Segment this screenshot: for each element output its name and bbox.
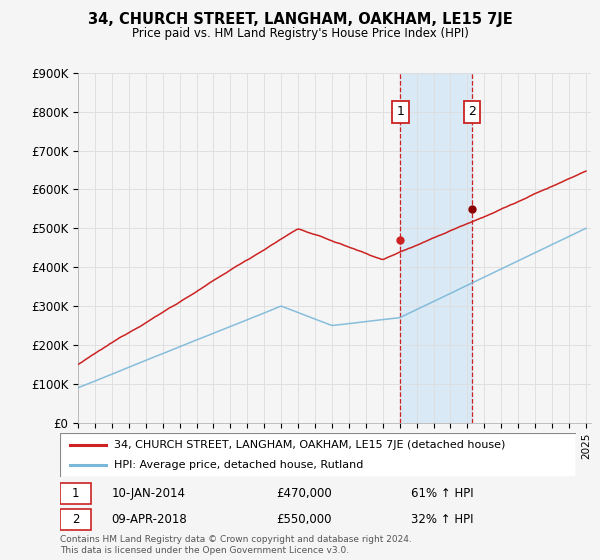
Text: 1: 1	[396, 105, 404, 118]
Text: 34, CHURCH STREET, LANGHAM, OAKHAM, LE15 7JE: 34, CHURCH STREET, LANGHAM, OAKHAM, LE15…	[88, 12, 512, 27]
Text: 10-JAN-2014: 10-JAN-2014	[112, 487, 185, 500]
Text: Price paid vs. HM Land Registry's House Price Index (HPI): Price paid vs. HM Land Registry's House …	[131, 27, 469, 40]
Text: 34, CHURCH STREET, LANGHAM, OAKHAM, LE15 7JE (detached house): 34, CHURCH STREET, LANGHAM, OAKHAM, LE15…	[114, 440, 506, 450]
Text: 09-APR-2018: 09-APR-2018	[112, 514, 187, 526]
Text: £470,000: £470,000	[277, 487, 332, 500]
FancyBboxPatch shape	[60, 433, 576, 477]
Text: 2: 2	[468, 105, 476, 118]
Text: Contains HM Land Registry data © Crown copyright and database right 2024.
This d: Contains HM Land Registry data © Crown c…	[60, 535, 412, 555]
FancyBboxPatch shape	[60, 510, 91, 530]
Text: 61% ↑ HPI: 61% ↑ HPI	[411, 487, 473, 500]
Text: 32% ↑ HPI: 32% ↑ HPI	[411, 514, 473, 526]
Text: 1: 1	[72, 487, 79, 500]
Text: £550,000: £550,000	[277, 514, 332, 526]
FancyBboxPatch shape	[60, 483, 91, 504]
Text: HPI: Average price, detached house, Rutland: HPI: Average price, detached house, Rutl…	[114, 460, 364, 470]
Bar	[400, 73, 472, 423]
Text: 2: 2	[72, 514, 79, 526]
